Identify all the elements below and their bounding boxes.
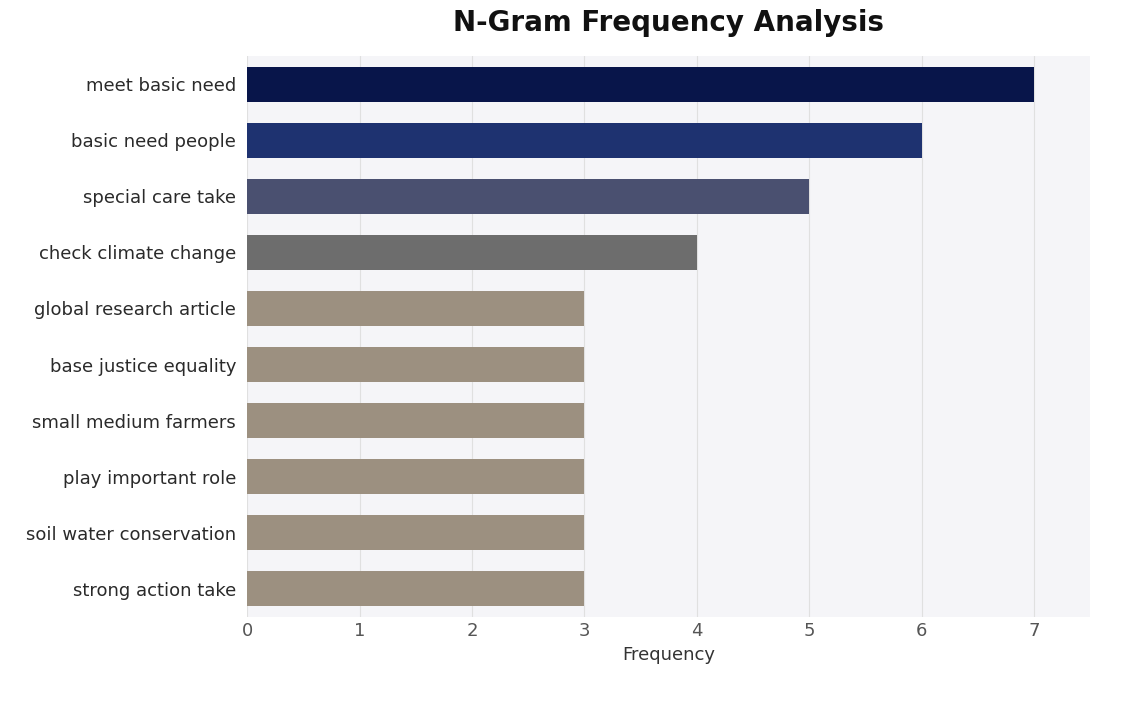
Bar: [247, 67, 1034, 102]
Bar: [247, 235, 697, 270]
Bar: [247, 347, 584, 382]
Bar: [247, 571, 584, 606]
Title: N-Gram Frequency Analysis: N-Gram Frequency Analysis: [453, 9, 885, 37]
Bar: [247, 123, 922, 158]
Bar: [247, 459, 584, 494]
Bar: [247, 291, 584, 326]
Bar: [247, 403, 584, 438]
X-axis label: Frequency: Frequency: [623, 646, 715, 664]
Bar: [247, 179, 809, 214]
Bar: [247, 515, 584, 550]
